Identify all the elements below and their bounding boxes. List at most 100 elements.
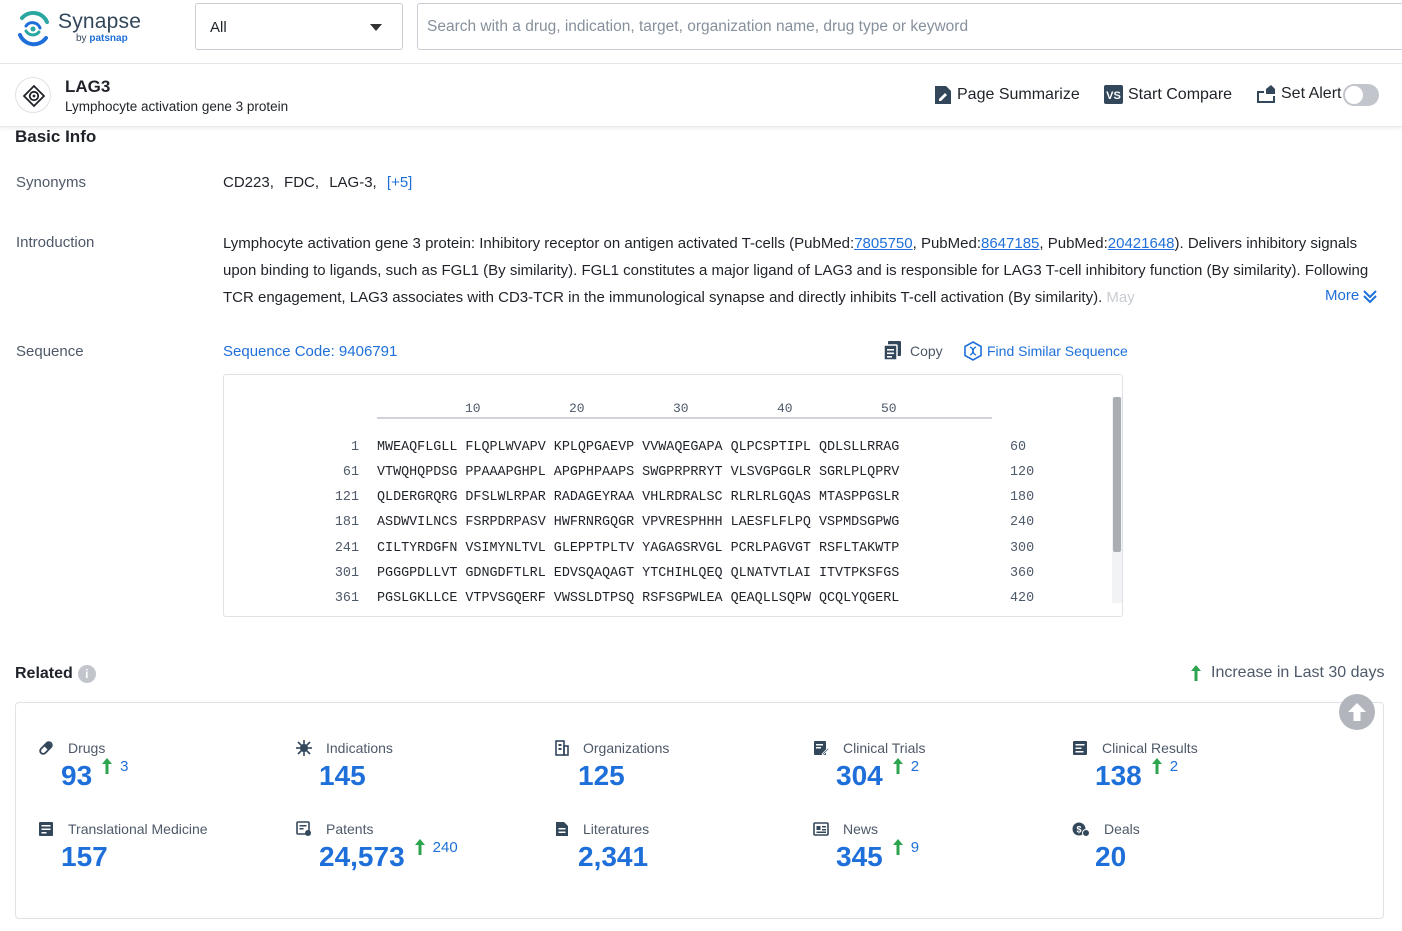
logo-name: Synapse: [58, 10, 141, 34]
top-bar: Synapse by patsnap All: [0, 0, 1402, 64]
start-compare-label: Start Compare: [1128, 86, 1232, 104]
stat-literatures[interactable]: Literatures2,341: [555, 821, 649, 837]
stat-label-text: Organizations: [583, 740, 669, 756]
clipboard-edit-icon: [813, 740, 836, 756]
stat-label-text: Translational Medicine: [68, 821, 208, 837]
set-alert-label: Set Alert: [1281, 85, 1341, 103]
introduction-text: Lymphocyte activation gene 3 protein: In…: [223, 230, 1383, 311]
svg-text:VS: VS: [1106, 90, 1121, 102]
stat-label-text: Indications: [326, 740, 393, 756]
caret-down-icon: [370, 24, 382, 31]
stat-increase-value: 2: [911, 758, 919, 775]
find-similar-label: Find Similar Sequence: [987, 343, 1128, 359]
synapse-logo[interactable]: Synapse by patsnap: [14, 8, 144, 50]
copy-icon: [883, 341, 902, 361]
arrow-up-icon: [415, 839, 425, 855]
entity-full-name: Lymphocyte activation gene 3 protein: [65, 99, 288, 114]
stat-deals[interactable]: $Deals20: [1072, 821, 1140, 837]
stat-label-text: Drugs: [68, 740, 105, 756]
related-stats-card: [15, 702, 1384, 919]
synonyms-more-link[interactable]: [+5]: [387, 174, 412, 191]
synonym-item: CD223,: [223, 174, 274, 191]
start-compare-button[interactable]: VS Start Compare: [1104, 85, 1232, 104]
stat-label: Literatures: [555, 821, 649, 837]
literature-icon: [555, 821, 576, 837]
stat-label: Organizations: [555, 740, 669, 756]
ruler-tick: 50: [881, 401, 897, 416]
stat-label-text: Deals: [1104, 821, 1140, 837]
pubmed-link[interactable]: 8647185: [981, 235, 1039, 252]
news-icon: [813, 822, 836, 836]
synonyms-list: CD223, FDC, LAG-3, [+5]: [223, 174, 418, 191]
stat-increase: 3: [102, 758, 128, 775]
arrow-up-icon: [102, 758, 112, 774]
stat-label: Indications: [296, 740, 393, 756]
stat-value: 345: [836, 841, 883, 873]
sequence-viewer[interactable]: 10 20 30 40 50 1MWEAQFLGLL FLQPLWVAPV KP…: [223, 374, 1123, 617]
alert-icon: [1256, 85, 1276, 103]
stat-label: Patents: [296, 821, 373, 837]
ruler-tick: 40: [777, 401, 793, 416]
find-similar-sequence-button[interactable]: Find Similar Sequence: [963, 341, 1128, 361]
stat-news[interactable]: News3459: [813, 821, 878, 837]
stat-indications[interactable]: Indications145: [296, 740, 393, 756]
arrow-up-circle-icon: [1346, 701, 1368, 723]
copy-label: Copy: [910, 343, 943, 359]
stat-increase-value: 240: [433, 839, 458, 856]
intro-more-button[interactable]: More: [1325, 287, 1378, 304]
stat-increase: 2: [1152, 758, 1178, 775]
increase-legend-label: Increase in Last 30 days: [1211, 664, 1384, 682]
document-list-icon: [38, 821, 61, 837]
stat-value: 2,341: [578, 841, 648, 873]
stat-drugs[interactable]: Drugs933: [38, 740, 105, 756]
stat-organizations[interactable]: Organizations125: [555, 740, 669, 756]
page-summarize-button[interactable]: Page Summarize: [934, 85, 1080, 105]
stat-increase: 9: [893, 839, 919, 856]
arrow-up-icon: [1152, 758, 1162, 774]
stat-value: 145: [319, 760, 366, 792]
stat-increase-value: 3: [120, 758, 128, 775]
report-icon: [1072, 740, 1095, 756]
stat-label: Translational Medicine: [38, 821, 208, 837]
virus-icon: [296, 740, 319, 756]
sequence-scrollbar-thumb[interactable]: [1113, 397, 1121, 552]
search-scope-select[interactable]: All: [195, 3, 403, 50]
stat-increase: 2: [893, 758, 919, 775]
building-icon: [555, 740, 576, 756]
patent-icon: [296, 821, 319, 837]
stat-label-text: News: [843, 821, 878, 837]
stat-label: Clinical Results: [1072, 740, 1198, 756]
stat-translational-medicine[interactable]: Translational Medicine157: [38, 821, 208, 837]
ruler-tick: 20: [569, 401, 585, 416]
ruler-tick: 30: [673, 401, 689, 416]
introduction-label: Introduction: [16, 234, 94, 251]
arrow-up-icon: [893, 839, 903, 855]
pill-icon: [38, 740, 61, 756]
stat-patents[interactable]: Patents24,573240: [296, 821, 373, 837]
stat-clinical-trials[interactable]: Clinical Trials3042: [813, 740, 925, 756]
synapse-logo-icon: [14, 10, 52, 48]
set-alert-button[interactable]: Set Alert: [1256, 85, 1341, 103]
pubmed-link[interactable]: 7805750: [854, 235, 912, 252]
stat-clinical-results[interactable]: Clinical Results1382: [1072, 740, 1198, 756]
scroll-to-top-button[interactable]: [1339, 694, 1375, 730]
stat-label: $Deals: [1072, 821, 1140, 837]
pubmed-link[interactable]: 20421648: [1108, 235, 1175, 252]
stat-label-text: Clinical Trials: [843, 740, 925, 756]
search-input[interactable]: [427, 16, 1327, 38]
increase-legend: Increase in Last 30 days: [1191, 664, 1384, 682]
stat-value: 138: [1095, 760, 1142, 792]
search-box[interactable]: [417, 3, 1402, 50]
info-icon[interactable]: i: [78, 665, 96, 683]
stat-increase-value: 2: [1170, 758, 1178, 775]
sequence-ruler: 10 20 30 40 50: [377, 399, 992, 419]
stat-value: 304: [836, 760, 883, 792]
sequence-code-link[interactable]: Sequence Code: 9406791: [223, 343, 397, 360]
double-chevron-down-icon: [1362, 288, 1378, 304]
stat-value: 93: [61, 760, 92, 792]
arrow-up-icon: [893, 758, 903, 774]
entity-name: LAG3: [65, 77, 110, 97]
alert-toggle[interactable]: [1343, 84, 1379, 106]
entity-header: LAG3 Lymphocyte activation gene 3 protei…: [0, 64, 1402, 127]
copy-button[interactable]: Copy: [883, 341, 943, 361]
